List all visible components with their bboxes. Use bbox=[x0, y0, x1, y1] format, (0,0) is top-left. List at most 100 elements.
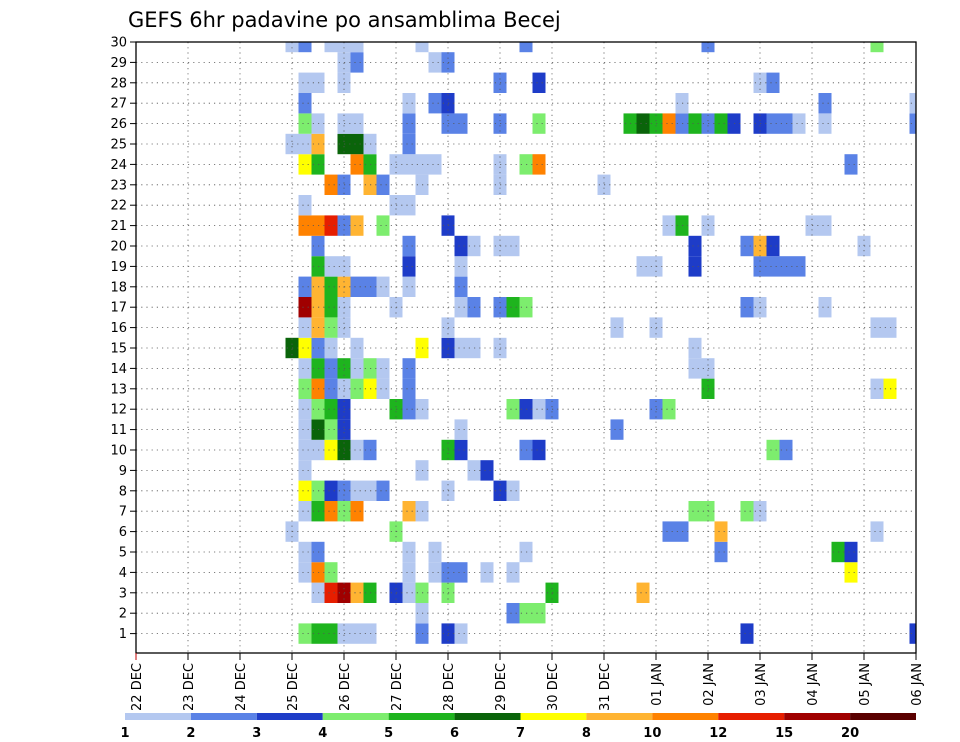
heatmap-cell bbox=[402, 133, 416, 155]
legend-swatch bbox=[520, 713, 587, 720]
heatmap-cell bbox=[324, 501, 338, 522]
x-tick-label: 05 JAN bbox=[858, 663, 873, 706]
heatmap-cell bbox=[350, 378, 364, 399]
heatmap-cell bbox=[610, 317, 624, 338]
heatmap-cell bbox=[428, 541, 442, 563]
legend-label: 4 bbox=[318, 726, 327, 741]
heatmap-cell bbox=[740, 623, 754, 644]
heatmap-cell bbox=[740, 501, 754, 522]
heatmap-cell bbox=[532, 603, 546, 624]
heatmap-cell bbox=[402, 235, 416, 257]
heatmap-cell bbox=[506, 603, 520, 624]
heatmap-cell bbox=[324, 419, 338, 440]
heatmap-cell bbox=[506, 480, 520, 501]
heatmap-cell bbox=[688, 337, 702, 359]
legend-swatch bbox=[850, 713, 916, 720]
x-tick-label: 26 DEC bbox=[338, 663, 353, 711]
heatmap-cell bbox=[909, 113, 916, 134]
heatmap-cell bbox=[298, 358, 312, 379]
y-tick-label: 30 bbox=[110, 36, 127, 51]
y-tick-label: 26 bbox=[110, 117, 127, 132]
heatmap-cell bbox=[376, 358, 390, 379]
heatmap-cell bbox=[376, 480, 390, 501]
heatmap-cell bbox=[454, 256, 468, 277]
legend-swatch bbox=[718, 713, 785, 720]
heatmap-cell bbox=[610, 419, 624, 440]
heatmap-cell bbox=[532, 113, 546, 134]
x-tick-label: 27 DEC bbox=[390, 663, 405, 711]
x-tick-label: 25 DEC bbox=[286, 663, 301, 711]
y-tick-label: 24 bbox=[110, 158, 127, 173]
heatmap-cell bbox=[402, 582, 416, 603]
heatmap-cell bbox=[350, 113, 364, 134]
x-tick-label: 31 DEC bbox=[598, 663, 613, 711]
x-tick-label: 03 JAN bbox=[754, 663, 769, 706]
heatmap-cell bbox=[454, 337, 468, 359]
y-tick-label: 27 bbox=[110, 97, 127, 112]
heatmap-cell bbox=[324, 399, 338, 420]
heatmap-cell bbox=[766, 256, 780, 277]
heatmap-cell bbox=[792, 113, 806, 134]
y-tick-label: 6 bbox=[119, 525, 127, 540]
heatmap-cell bbox=[350, 337, 364, 359]
heatmap-cell bbox=[454, 276, 468, 297]
heatmap-cell bbox=[662, 215, 676, 236]
heatmap-cell bbox=[766, 72, 780, 93]
heatmap-cell bbox=[909, 93, 916, 114]
legend-swatch bbox=[256, 713, 323, 720]
y-tick-label: 22 bbox=[110, 199, 127, 214]
heatmap-cell bbox=[454, 235, 468, 257]
heatmap-cell bbox=[844, 154, 858, 175]
heatmap-cell bbox=[402, 276, 416, 297]
heatmap-cell bbox=[324, 562, 338, 583]
heatmap-cell bbox=[350, 439, 364, 461]
heatmap-cell bbox=[818, 215, 832, 236]
heatmap-cell bbox=[688, 235, 702, 257]
y-tick-label: 1 bbox=[119, 627, 127, 642]
heatmap-cell bbox=[688, 501, 702, 522]
y-tick-label: 11 bbox=[110, 423, 127, 438]
heatmap-cell bbox=[350, 42, 364, 53]
heatmap-cell bbox=[818, 113, 832, 134]
heatmap-cell bbox=[298, 501, 312, 522]
heatmap-cell bbox=[870, 42, 884, 53]
heatmap-cell bbox=[701, 42, 715, 53]
heatmap-cell bbox=[454, 297, 468, 318]
heatmap-cell bbox=[298, 317, 312, 338]
x-tick-label: 23 DEC bbox=[182, 663, 197, 711]
y-tick-label: 15 bbox=[110, 342, 127, 357]
heatmap-cell bbox=[688, 113, 702, 134]
heatmap-cell bbox=[298, 297, 312, 318]
legend-swatch bbox=[784, 713, 851, 720]
legend-label: 7 bbox=[516, 726, 525, 741]
heatmap-cell bbox=[402, 93, 416, 114]
heatmap-cell bbox=[428, 154, 442, 175]
heatmap-cell bbox=[324, 337, 338, 359]
x-tick-label: 01 JAN bbox=[650, 663, 665, 706]
y-tick-label: 16 bbox=[110, 321, 127, 336]
heatmap-cell bbox=[324, 480, 338, 501]
heatmap-cell bbox=[870, 378, 884, 399]
heatmap-cell bbox=[662, 399, 676, 420]
heatmap-cell bbox=[532, 439, 546, 461]
heatmap-cell bbox=[298, 337, 312, 359]
y-tick-label: 7 bbox=[119, 505, 127, 520]
heatmap-cell bbox=[402, 378, 416, 399]
heatmap-cell bbox=[376, 215, 390, 236]
y-tick-label: 23 bbox=[110, 178, 127, 193]
y-tick-label: 12 bbox=[110, 403, 127, 418]
heatmap-cell bbox=[324, 256, 338, 277]
heatmap-cell bbox=[376, 174, 390, 195]
heatmap-cell bbox=[298, 541, 312, 563]
legend-swatch bbox=[190, 713, 257, 720]
heatmap-cell bbox=[532, 154, 546, 175]
heatmap-cell bbox=[298, 215, 312, 236]
heatmap-cell bbox=[350, 276, 364, 297]
heatmap-cell bbox=[428, 52, 442, 73]
heatmap-cell bbox=[844, 562, 858, 583]
heatmap-cell bbox=[818, 297, 832, 318]
heatmap-cell bbox=[402, 358, 416, 379]
y-tick-label: 14 bbox=[110, 362, 127, 377]
heatmap-cell bbox=[506, 399, 520, 420]
heatmap-cell bbox=[714, 541, 728, 563]
